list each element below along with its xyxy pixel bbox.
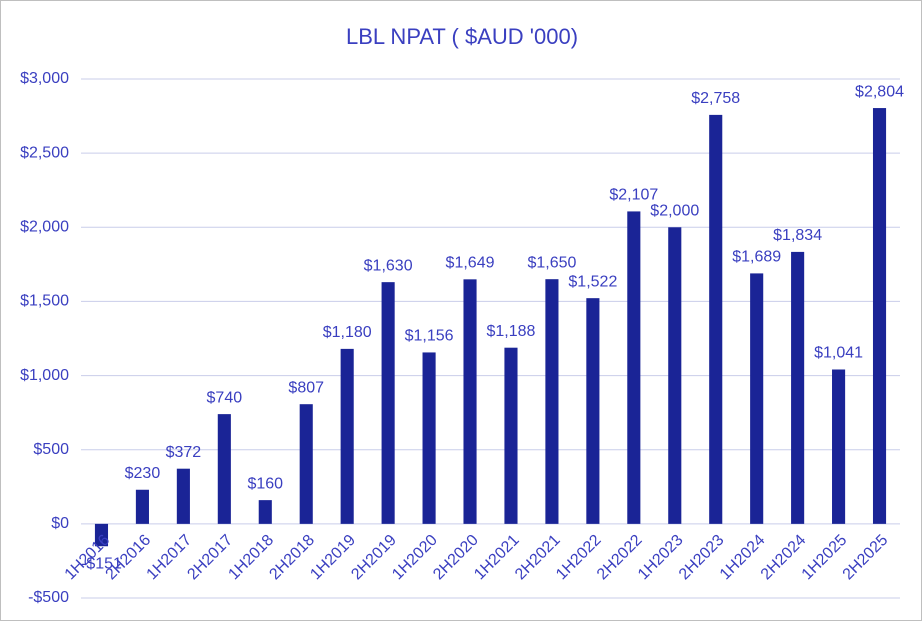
bar [217,414,231,524]
data-label: $1,689 [732,249,781,266]
bar [586,298,600,524]
data-label: $160 [247,475,283,492]
data-label: $1,156 [405,328,454,345]
data-label: $1,630 [364,257,413,274]
data-label: $1,041 [814,345,863,362]
y-tick-label: $2,000 [20,219,69,236]
y-tick-label: -$500 [28,589,69,606]
data-label: $807 [288,379,324,396]
bar [258,500,272,524]
bar [832,369,846,524]
data-label: $2,804 [855,83,904,100]
y-tick-label: $0 [51,515,69,532]
data-label: $2,758 [691,90,740,107]
bar [750,273,764,524]
data-label: $230 [125,465,161,482]
bar [340,348,354,524]
data-label: $1,649 [446,255,495,272]
y-tick-label: $3,000 [20,70,69,87]
chart-title: LBL NPAT ( $AUD '000) [346,24,578,49]
data-label: -$151 [81,555,122,572]
data-label: $1,180 [323,324,372,341]
bar [422,352,436,524]
bar [545,279,559,524]
bar [668,227,682,524]
bar [94,523,109,547]
data-label: $2,107 [609,187,658,204]
bar [709,114,723,524]
bar [872,108,887,524]
bar [135,489,149,524]
data-label: $1,650 [527,254,576,271]
y-tick-label: $500 [33,441,69,458]
bar [627,211,641,524]
data-label: $740 [207,389,243,406]
data-label: $1,834 [773,227,822,244]
data-label: $2,000 [650,203,699,220]
data-label: $1,522 [568,273,617,290]
bar [299,404,313,524]
y-tick-label: $2,500 [20,144,69,161]
data-label: $372 [166,444,202,461]
bar [463,279,477,524]
bar [504,347,518,524]
y-tick-label: $1,500 [20,293,69,310]
data-label: $1,188 [487,323,536,340]
bar [381,282,395,524]
y-tick-label: $1,000 [20,367,69,384]
bar [791,251,805,524]
bar [176,468,190,524]
